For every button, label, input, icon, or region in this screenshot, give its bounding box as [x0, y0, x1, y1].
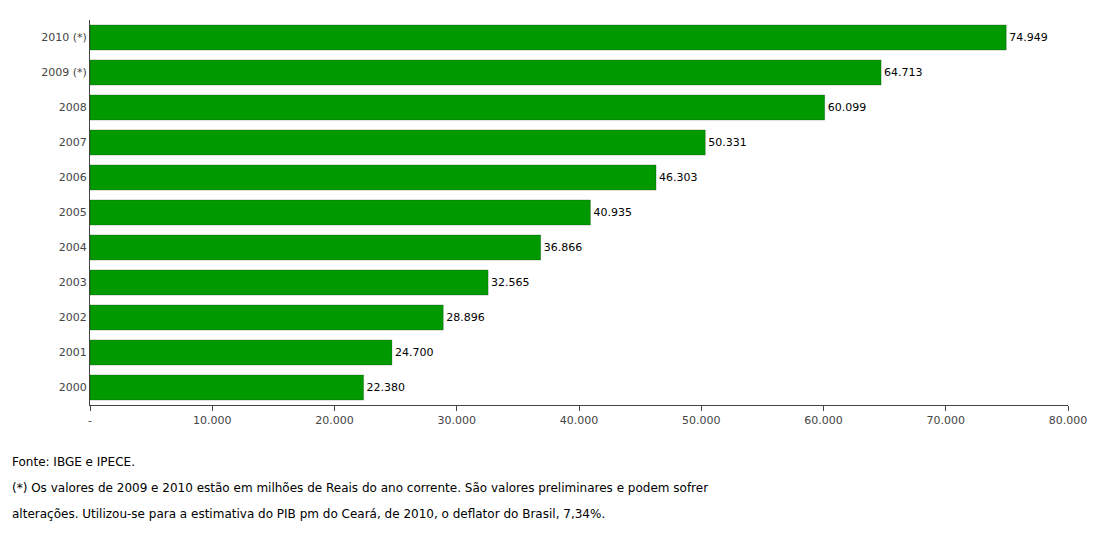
svg-text:2001: 2001	[59, 346, 87, 359]
svg-text:Fonte: IBGE e IPECE.: Fonte: IBGE e IPECE.	[12, 455, 135, 469]
svg-text:46.303: 46.303	[659, 171, 698, 184]
svg-text:2004: 2004	[59, 241, 87, 254]
svg-text:50.331: 50.331	[708, 136, 747, 149]
svg-text:2000: 2000	[59, 381, 87, 394]
svg-text:(*) Os valores de 2009 e 2010: (*) Os valores de 2009 e 2010 estão em m…	[12, 481, 708, 495]
svg-text:30.000: 30.000	[438, 414, 477, 427]
svg-text:2005: 2005	[59, 206, 87, 219]
svg-text:36.866: 36.866	[544, 241, 583, 254]
svg-text:alterações. Utilizou-se para a: alterações. Utilizou-se para a estimativ…	[12, 507, 605, 521]
svg-text:50.000: 50.000	[682, 414, 721, 427]
svg-text:-: -	[88, 414, 92, 427]
svg-text:2006: 2006	[59, 171, 87, 184]
svg-text:2010 (*): 2010 (*)	[41, 31, 87, 44]
svg-text:32.565: 32.565	[491, 276, 530, 289]
svg-text:24.700: 24.700	[395, 346, 434, 359]
svg-text:22.380: 22.380	[367, 381, 406, 394]
svg-text:40.935: 40.935	[593, 206, 632, 219]
svg-text:80.000: 80.000	[1049, 414, 1088, 427]
svg-text:10.000: 10.000	[193, 414, 232, 427]
svg-text:2009 (*): 2009 (*)	[41, 66, 87, 79]
svg-text:2007: 2007	[59, 136, 87, 149]
svg-text:40.000: 40.000	[560, 414, 599, 427]
svg-text:2008: 2008	[59, 101, 87, 114]
svg-text:60.000: 60.000	[804, 414, 843, 427]
svg-text:60.099: 60.099	[828, 101, 867, 114]
svg-text:74.949: 74.949	[1009, 31, 1048, 44]
svg-text:20.000: 20.000	[315, 414, 354, 427]
svg-text:28.896: 28.896	[446, 311, 485, 324]
svg-text:70.000: 70.000	[927, 414, 966, 427]
svg-text:64.713: 64.713	[884, 66, 923, 79]
svg-text:2003: 2003	[59, 276, 87, 289]
svg-text:2002: 2002	[59, 311, 87, 324]
